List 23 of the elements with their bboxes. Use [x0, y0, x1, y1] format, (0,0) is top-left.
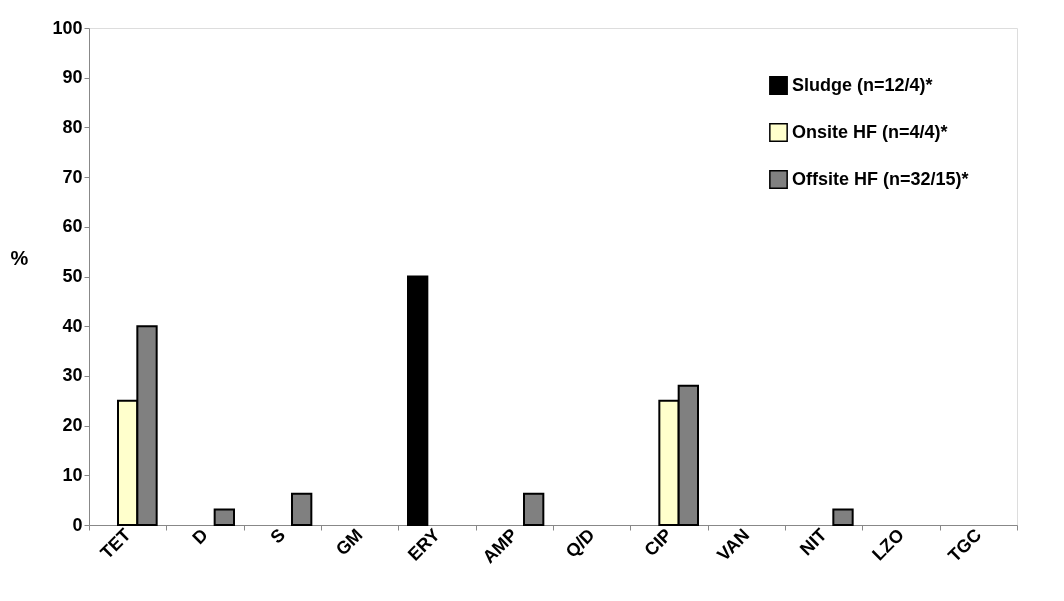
y-tick-label: 90	[62, 67, 83, 88]
x-tick-label: Q/D	[561, 524, 599, 562]
y-tick-label: 50	[62, 266, 83, 286]
y-tick-label: 80	[62, 116, 83, 137]
y-axis-title: %	[10, 246, 29, 269]
y-tick-label: 40	[62, 315, 83, 336]
x-tick-label: CIP	[640, 524, 676, 561]
x-tick-label: D	[188, 524, 212, 549]
x-tick-label: NIT	[795, 524, 831, 560]
legend-label: Sludge (n=12/4)*	[792, 74, 933, 95]
legend-label: Onsite HF (n=4/4)*	[792, 121, 948, 142]
y-tick-label: 60	[62, 216, 83, 237]
x-tick-label: S	[266, 524, 290, 548]
legend-label: Offsite HF (n=32/15)*	[792, 168, 969, 189]
y-tick-label: 10	[62, 464, 83, 485]
y-tick-label: 30	[62, 365, 83, 386]
bar	[407, 275, 429, 526]
y-tick-label: 100	[52, 17, 83, 38]
y-tick-label: 20	[62, 415, 83, 436]
y-tick-label: 0	[72, 514, 83, 535]
x-tick-label: GM	[331, 524, 367, 560]
y-tick-label: 70	[62, 166, 83, 187]
x-tick-label: TET	[96, 524, 135, 563]
